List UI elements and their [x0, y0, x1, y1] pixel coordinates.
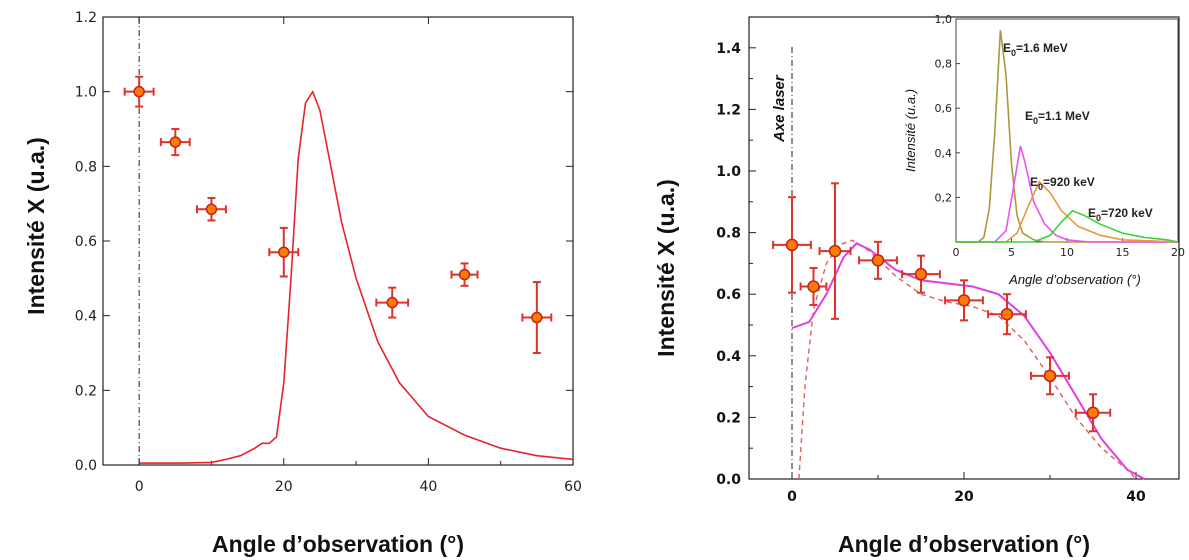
y-tick-label: 1.4 — [716, 41, 741, 57]
data-point — [450, 262, 479, 287]
x-tick-label: 20 — [1171, 246, 1185, 259]
x-tick-label: 0 — [787, 489, 797, 505]
y-tick-label: 0.2 — [75, 383, 97, 399]
data-marker — [1086, 406, 1100, 420]
data-point — [268, 226, 300, 278]
chart-left: 0.0 0.2 0.4 0.6 0.8 1.0 1.2 0 20 40 60 Angle d’obse… — [23, 10, 582, 557]
x-tick-label: 10 — [1060, 246, 1074, 259]
y-tick-label: 0.4 — [716, 349, 741, 365]
y-axis-label: Intensité X (u.a.) — [23, 137, 49, 315]
data-point — [159, 128, 191, 157]
data-marker — [914, 267, 928, 281]
x-tick-label: 20 — [275, 479, 293, 495]
data-point — [944, 279, 984, 322]
y-tick-label: 0.0 — [716, 472, 741, 488]
data-point — [196, 197, 227, 222]
y-tick-label: 1.2 — [75, 10, 97, 26]
data-point — [123, 75, 155, 108]
x-tick-label: 60 — [564, 479, 582, 495]
y-tick-label: 1,0 — [935, 13, 953, 26]
data-marker — [1043, 369, 1057, 383]
inset-x-axis-label: Angle d’observation (°) — [1008, 272, 1141, 287]
x-axis-label: Angle d’observation (°) — [838, 531, 1090, 557]
series-label: E0=720 keV — [1088, 206, 1153, 223]
chart-right: 0.0 0.2 0.4 0.6 0.8 1.0 1.2 1.4 0 20 40 Axe laser An… — [653, 16, 1180, 557]
y-tick-label: 0,4 — [935, 147, 953, 160]
data-marker — [531, 311, 543, 324]
data-point — [1074, 393, 1112, 433]
fit-curve — [791, 242, 1146, 480]
dashed-model-curve — [798, 239, 1137, 480]
x-tick-label: 15 — [1116, 246, 1130, 259]
model-curve — [139, 89, 574, 464]
series-line — [956, 145, 1178, 243]
x-tick-label: 0 — [953, 246, 960, 259]
data-point — [858, 240, 898, 280]
data-marker — [828, 244, 842, 258]
y-tick-label: 0.2 — [716, 410, 741, 426]
chart-inset: 0,2 0,4 0,6 0,8 1,0 0 5 10 15 20 E0=1.6 MeV E0=1.1 … — [903, 13, 1185, 287]
y-tick-label: 0.6 — [75, 234, 97, 250]
data-marker — [386, 296, 398, 309]
data-marker — [957, 294, 971, 307]
data-point — [799, 267, 828, 306]
data-marker — [278, 246, 290, 258]
data-point — [818, 182, 852, 320]
y-tick-label: 1.0 — [75, 85, 97, 101]
data-point — [987, 293, 1027, 336]
inset-frame — [955, 18, 1179, 243]
y-tick-label: 1.0 — [716, 164, 741, 180]
y-tick-label: 0,6 — [935, 102, 953, 115]
y-tick-label: 0.8 — [75, 159, 97, 175]
x-tick-label: 40 — [419, 479, 437, 495]
data-point — [1030, 356, 1070, 396]
series-line — [956, 30, 1178, 243]
inset-y-axis-label: Intensité (u.a.) — [903, 89, 918, 172]
x-tick-label: 20 — [954, 489, 974, 505]
y-axis-label: Intensité X (u.a.) — [653, 179, 679, 357]
data-point — [521, 281, 553, 354]
series-line — [956, 209, 1179, 243]
y-tick-label: 0.8 — [716, 226, 741, 242]
y-tick-label: 0.4 — [75, 309, 97, 325]
data-marker — [169, 136, 182, 148]
x-tick-label: 5 — [1008, 246, 1015, 259]
x-tick-label: 40 — [1126, 489, 1146, 505]
data-marker — [205, 203, 218, 216]
data-point — [901, 254, 941, 294]
y-tick-label: 0.0 — [75, 458, 97, 474]
y-tick-label: 1.2 — [716, 102, 741, 118]
series-line — [956, 180, 1179, 243]
x-tick-label: 0 — [135, 479, 144, 495]
data-marker — [458, 268, 471, 281]
data-point — [772, 196, 812, 294]
plot-frame — [102, 16, 574, 466]
laser-axis-label: Axe laser — [771, 74, 788, 143]
data-marker — [133, 85, 145, 98]
y-tick-label: 0,8 — [935, 58, 953, 71]
data-marker — [807, 280, 820, 293]
y-tick-label: 0,2 — [935, 191, 953, 204]
series-label: E0=1.6 MeV — [1003, 41, 1068, 58]
data-marker — [871, 254, 885, 267]
data-marker — [1000, 307, 1014, 321]
y-tick-label: 0.6 — [716, 287, 741, 303]
series-label: E0=920 keV — [1030, 175, 1095, 192]
data-point — [375, 286, 410, 319]
data-marker — [785, 238, 799, 252]
x-axis-label: Angle d’observation (°) — [212, 531, 464, 557]
series-label: E0=1.1 MeV — [1025, 109, 1090, 126]
